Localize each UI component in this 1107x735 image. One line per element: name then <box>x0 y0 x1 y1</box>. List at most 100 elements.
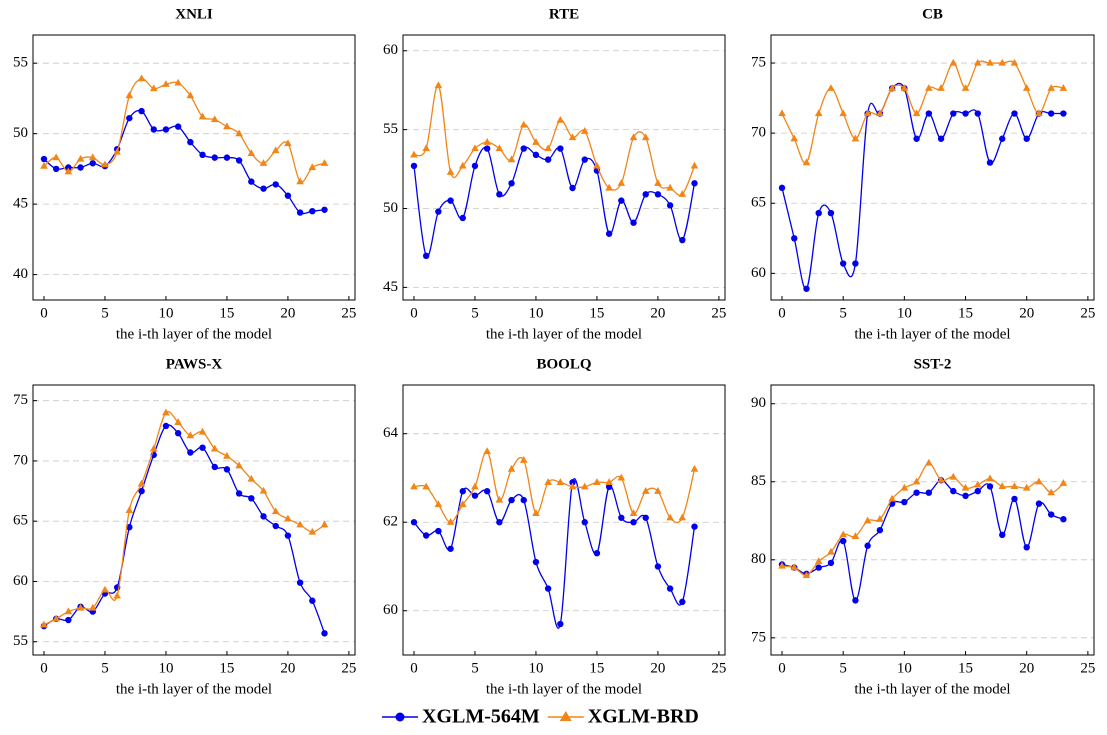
y-tick-label: 50 <box>383 200 398 216</box>
subplot-title: XNLI <box>175 6 213 22</box>
marker <box>446 168 455 175</box>
x-tick-label: 0 <box>778 305 786 321</box>
y-tick-label: 40 <box>13 266 28 282</box>
legend-label: XGLM-564M <box>422 706 540 728</box>
marker <box>113 591 121 599</box>
marker <box>496 191 503 198</box>
marker <box>149 444 158 452</box>
x-tick-label: 25 <box>341 660 356 676</box>
marker <box>149 84 158 92</box>
series-line <box>413 84 696 196</box>
marker <box>950 487 957 495</box>
marker <box>235 461 243 469</box>
series-line <box>781 479 1064 602</box>
marker <box>569 184 576 192</box>
subplot-title: RTE <box>549 6 579 22</box>
marker <box>863 109 872 117</box>
x-tick-label: 15 <box>958 660 973 676</box>
marker <box>802 571 811 579</box>
marker <box>52 165 60 173</box>
marker <box>434 500 443 508</box>
marker <box>422 252 430 260</box>
marker <box>839 537 847 545</box>
x-tick-label: 15 <box>219 305 234 321</box>
marker <box>925 84 933 91</box>
marker <box>520 145 527 152</box>
marker <box>618 197 625 204</box>
marker <box>174 430 182 437</box>
marker <box>827 559 835 567</box>
marker <box>422 532 430 539</box>
marker <box>827 547 835 555</box>
marker <box>435 527 442 535</box>
x-tick-label: 5 <box>101 660 109 676</box>
x-tick-label: 25 <box>341 305 356 321</box>
marker <box>259 159 268 166</box>
y-tick-label: 70 <box>751 125 766 141</box>
marker <box>223 122 231 130</box>
marker <box>851 134 860 142</box>
marker <box>1047 488 1055 496</box>
marker <box>508 496 515 504</box>
marker <box>827 84 835 91</box>
marker <box>496 519 503 526</box>
marker <box>568 482 577 490</box>
marker <box>162 408 170 416</box>
marker <box>77 164 84 171</box>
y-tick-label: 55 <box>13 633 28 649</box>
marker <box>76 154 85 162</box>
marker <box>410 482 418 490</box>
marker <box>223 466 231 473</box>
marker <box>803 285 810 292</box>
x-axis-label: the i-th layer of the model <box>486 326 642 342</box>
marker <box>88 153 97 161</box>
marker <box>320 520 329 528</box>
marker <box>125 506 134 513</box>
series-line <box>43 109 325 215</box>
subplot-title: PAWS-X <box>166 356 223 372</box>
marker <box>1047 110 1055 117</box>
marker <box>851 532 860 539</box>
marker <box>284 139 292 147</box>
marker <box>483 447 491 454</box>
marker <box>1022 84 1031 91</box>
marker <box>998 58 1007 66</box>
marker <box>605 483 613 491</box>
y-tick-label: 55 <box>13 55 28 71</box>
marker <box>321 206 328 213</box>
marker <box>495 144 504 152</box>
y-tick-label: 85 <box>751 473 766 489</box>
subplot: CB 60 65 70 75 0 5 10 15 20 25 the i-th layer of th… <box>751 6 1095 342</box>
marker <box>1047 84 1055 91</box>
legend-marker <box>559 711 572 721</box>
plot-frame <box>770 384 1095 656</box>
x-tick-label: 20 <box>650 660 665 676</box>
y-tick-label: 70 <box>13 452 28 468</box>
marker <box>308 527 317 535</box>
marker <box>876 515 884 522</box>
series-line <box>43 78 325 183</box>
marker <box>605 183 613 191</box>
marker <box>950 110 957 117</box>
x-tick-label: 0 <box>40 660 48 676</box>
marker <box>64 167 73 175</box>
marker <box>211 154 218 161</box>
marker <box>691 180 698 187</box>
marker <box>458 161 467 169</box>
subplot: RTE 45 50 55 60 0 5 10 15 20 25 the i-th layer of t… <box>383 6 726 342</box>
marker <box>986 159 994 166</box>
series-line <box>43 424 326 634</box>
x-tick-label: 5 <box>471 660 479 676</box>
marker <box>1010 482 1019 490</box>
marker <box>101 160 109 168</box>
x-tick-label: 25 <box>1080 660 1095 676</box>
x-tick-label: 20 <box>280 305 295 321</box>
marker <box>999 531 1006 539</box>
x-tick-label: 25 <box>1080 305 1095 321</box>
marker <box>410 150 418 158</box>
marker <box>678 513 687 521</box>
marker <box>483 138 491 145</box>
marker <box>410 162 418 170</box>
marker <box>532 509 540 516</box>
marker <box>593 549 601 557</box>
